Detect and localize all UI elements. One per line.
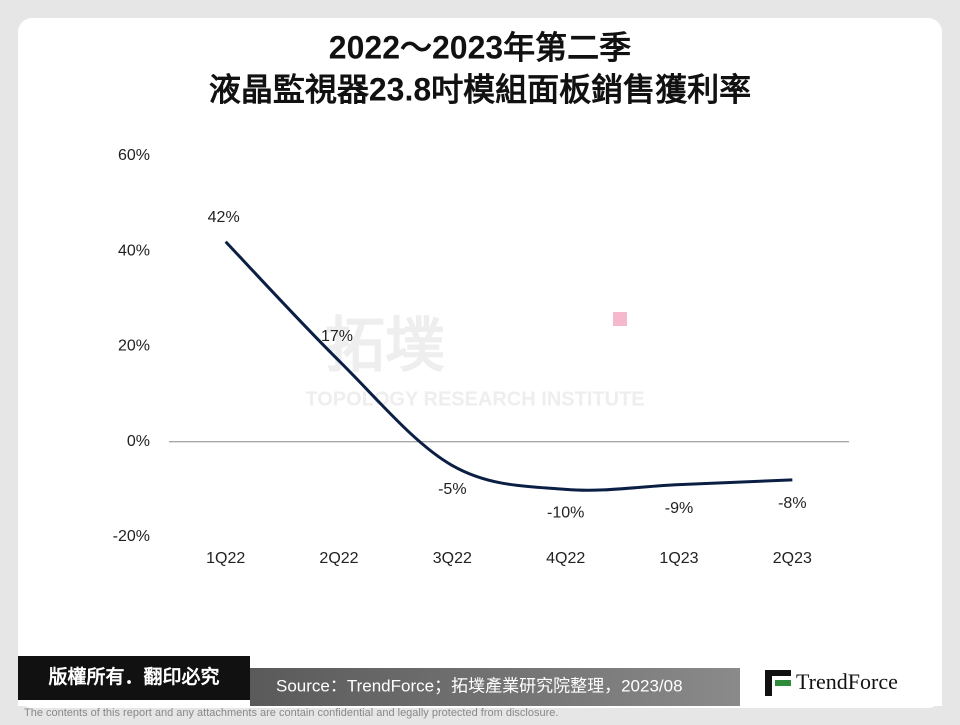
x-tick-label: 1Q22 xyxy=(206,550,245,567)
logo-mark xyxy=(765,670,772,696)
x-tick-label: 2Q22 xyxy=(319,550,358,567)
card xyxy=(18,18,942,708)
y-tick-label: -20% xyxy=(113,528,150,545)
value-label: -10% xyxy=(547,505,584,522)
logo-mark xyxy=(765,670,791,676)
series-line xyxy=(224,240,793,492)
x-tick-label: 3Q22 xyxy=(433,550,472,567)
disclaimer: The contents of this report and any atta… xyxy=(24,707,558,719)
logo-bg xyxy=(740,636,942,706)
chart-subtitle: 液晶監視器23.8吋模組面板銷售獲利率 xyxy=(209,71,751,107)
value-label: -5% xyxy=(438,481,466,498)
logo-text: TrendForce xyxy=(796,669,898,694)
copyright-box xyxy=(18,656,250,700)
watermark-english: TOPOLOGY RESEARCH INSTITUTE xyxy=(305,388,644,410)
value-label: 42% xyxy=(208,209,240,226)
x-tick-label: 1Q23 xyxy=(659,550,698,567)
chart-title: 2022～2023年第二季 xyxy=(329,29,631,65)
source-bar xyxy=(250,668,740,706)
watermark-name: 拓墣 xyxy=(325,312,445,379)
y-tick-label: 60% xyxy=(118,147,150,164)
y-tick-label: 40% xyxy=(118,242,150,259)
watermark-dot xyxy=(613,312,627,326)
logo-mark xyxy=(775,680,791,686)
y-tick-label: 20% xyxy=(118,338,150,355)
copyright: 版權所有．翻印必究 xyxy=(48,665,219,688)
source: Source：TrendForce；拓墣產業研究院整理，2023/08 xyxy=(276,676,683,695)
y-tick-label: 0% xyxy=(127,433,150,450)
x-tick-label: 4Q22 xyxy=(546,550,585,567)
value-label: 17% xyxy=(321,328,353,345)
x-tick-label: 2Q23 xyxy=(773,550,812,567)
value-label: -8% xyxy=(778,495,806,512)
value-label: -9% xyxy=(665,500,693,517)
plot: -20% 0% 20% 40% 60% 1Q22 42% 2Q22 17% 3Q22 -5% 4Q22… xyxy=(113,147,849,567)
